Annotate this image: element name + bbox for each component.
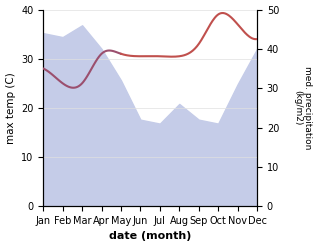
- Y-axis label: med. precipitation
(kg/m2): med. precipitation (kg/m2): [293, 66, 313, 149]
- X-axis label: date (month): date (month): [109, 231, 191, 242]
- Y-axis label: max temp (C): max temp (C): [5, 72, 16, 144]
